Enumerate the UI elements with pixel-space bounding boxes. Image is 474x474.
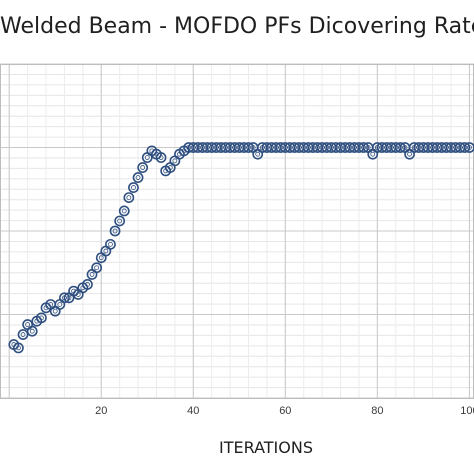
data-point	[128, 182, 139, 193]
data-point-outer-ring	[114, 215, 126, 227]
x-tick-label: 80	[371, 405, 383, 417]
data-point-inner-ring	[108, 241, 113, 247]
data-point-outer-ring	[358, 142, 369, 153]
data-point-inner-ring	[25, 322, 31, 327]
data-point	[155, 152, 167, 163]
data-point-outer-ring	[105, 238, 116, 250]
x-tick-label: 20	[95, 405, 107, 417]
data-point-inner-ring	[140, 165, 146, 170]
data-point-inner-ring	[48, 302, 54, 307]
data-point-outer-ring	[13, 342, 24, 354]
data-point-inner-ring	[466, 145, 472, 150]
data-point-outer-ring	[100, 245, 112, 257]
data-point-inner-ring	[167, 165, 173, 170]
data-point	[252, 148, 264, 160]
data-point-inner-ring	[94, 265, 100, 271]
data-point-outer-ring	[82, 279, 93, 290]
data-point-outer-ring	[367, 148, 379, 160]
data-point-outer-ring	[26, 325, 38, 337]
data-point	[91, 262, 103, 274]
data-point-inner-ring	[144, 155, 150, 160]
data-point	[132, 172, 144, 183]
data-point-inner-ring	[66, 295, 72, 301]
x-tick-label: 100	[460, 405, 474, 417]
data-point-outer-ring	[123, 192, 135, 203]
data-point-inner-ring	[52, 308, 58, 314]
data-point-inner-ring	[39, 315, 44, 321]
data-point-inner-ring	[255, 151, 261, 157]
data-point-inner-ring	[85, 282, 90, 287]
x-tick-label: 60	[279, 405, 291, 417]
data-point-outer-ring	[86, 269, 98, 280]
data-point-inner-ring	[158, 155, 164, 160]
data-point-inner-ring	[121, 208, 127, 214]
data-point-outer-ring	[243, 142, 254, 153]
data-point-inner-ring	[57, 302, 63, 307]
data-point-inner-ring	[402, 145, 408, 150]
data-point-outer-ring	[132, 172, 144, 183]
x-tick-labels: 20 40 60 80 100	[95, 405, 474, 417]
data-point-inner-ring	[135, 175, 141, 180]
major-gridlines	[0, 63, 474, 399]
data-point-outer-ring	[459, 142, 471, 153]
data-point-outer-ring	[128, 182, 139, 193]
data-point-inner-ring	[117, 218, 123, 224]
data-point	[100, 245, 112, 257]
data-point-inner-ring	[103, 248, 109, 254]
data-point-inner-ring	[407, 151, 412, 157]
data-point	[114, 215, 126, 227]
data-point	[17, 329, 29, 340]
data-point	[404, 148, 415, 160]
data-point-inner-ring	[126, 195, 132, 201]
data-point-outer-ring	[137, 162, 149, 173]
data-point-inner-ring	[370, 151, 376, 157]
data-point-inner-ring	[112, 228, 118, 234]
data-point	[82, 279, 93, 290]
x-axis-title: ITERATIONS	[219, 438, 313, 457]
data-markers	[8, 142, 474, 354]
data-point-inner-ring	[20, 332, 26, 337]
data-point-outer-ring	[36, 312, 47, 324]
data-point	[13, 342, 24, 354]
data-point	[105, 238, 116, 250]
data-point	[26, 325, 38, 337]
data-point-outer-ring	[91, 262, 103, 274]
x-tick-label: 40	[187, 405, 199, 417]
data-point-outer-ring	[109, 225, 121, 237]
data-point	[36, 312, 47, 324]
data-point	[109, 225, 121, 237]
data-point	[123, 192, 135, 203]
data-point-inner-ring	[29, 328, 35, 334]
data-point-outer-ring	[118, 205, 130, 217]
data-point-inner-ring	[131, 185, 136, 190]
data-point-inner-ring	[172, 158, 178, 164]
data-point	[137, 162, 149, 173]
data-point-outer-ring	[394, 142, 406, 153]
data-point-outer-ring	[17, 329, 29, 340]
data-point-outer-ring	[252, 148, 264, 160]
chart-title: Welded Beam - MOFDO PFs Dicovering Rate	[0, 14, 474, 39]
data-point-inner-ring	[89, 272, 95, 277]
data-point-outer-ring	[59, 292, 70, 304]
data-point-inner-ring	[365, 145, 371, 150]
data-point-inner-ring	[250, 145, 256, 150]
data-point-outer-ring	[404, 148, 415, 160]
data-point-inner-ring	[16, 345, 21, 351]
data-point	[367, 148, 379, 160]
data-point-outer-ring	[155, 152, 167, 163]
data-point-inner-ring	[98, 255, 104, 261]
data-point-inner-ring	[75, 292, 81, 297]
data-point	[118, 205, 130, 217]
data-point	[86, 269, 98, 280]
